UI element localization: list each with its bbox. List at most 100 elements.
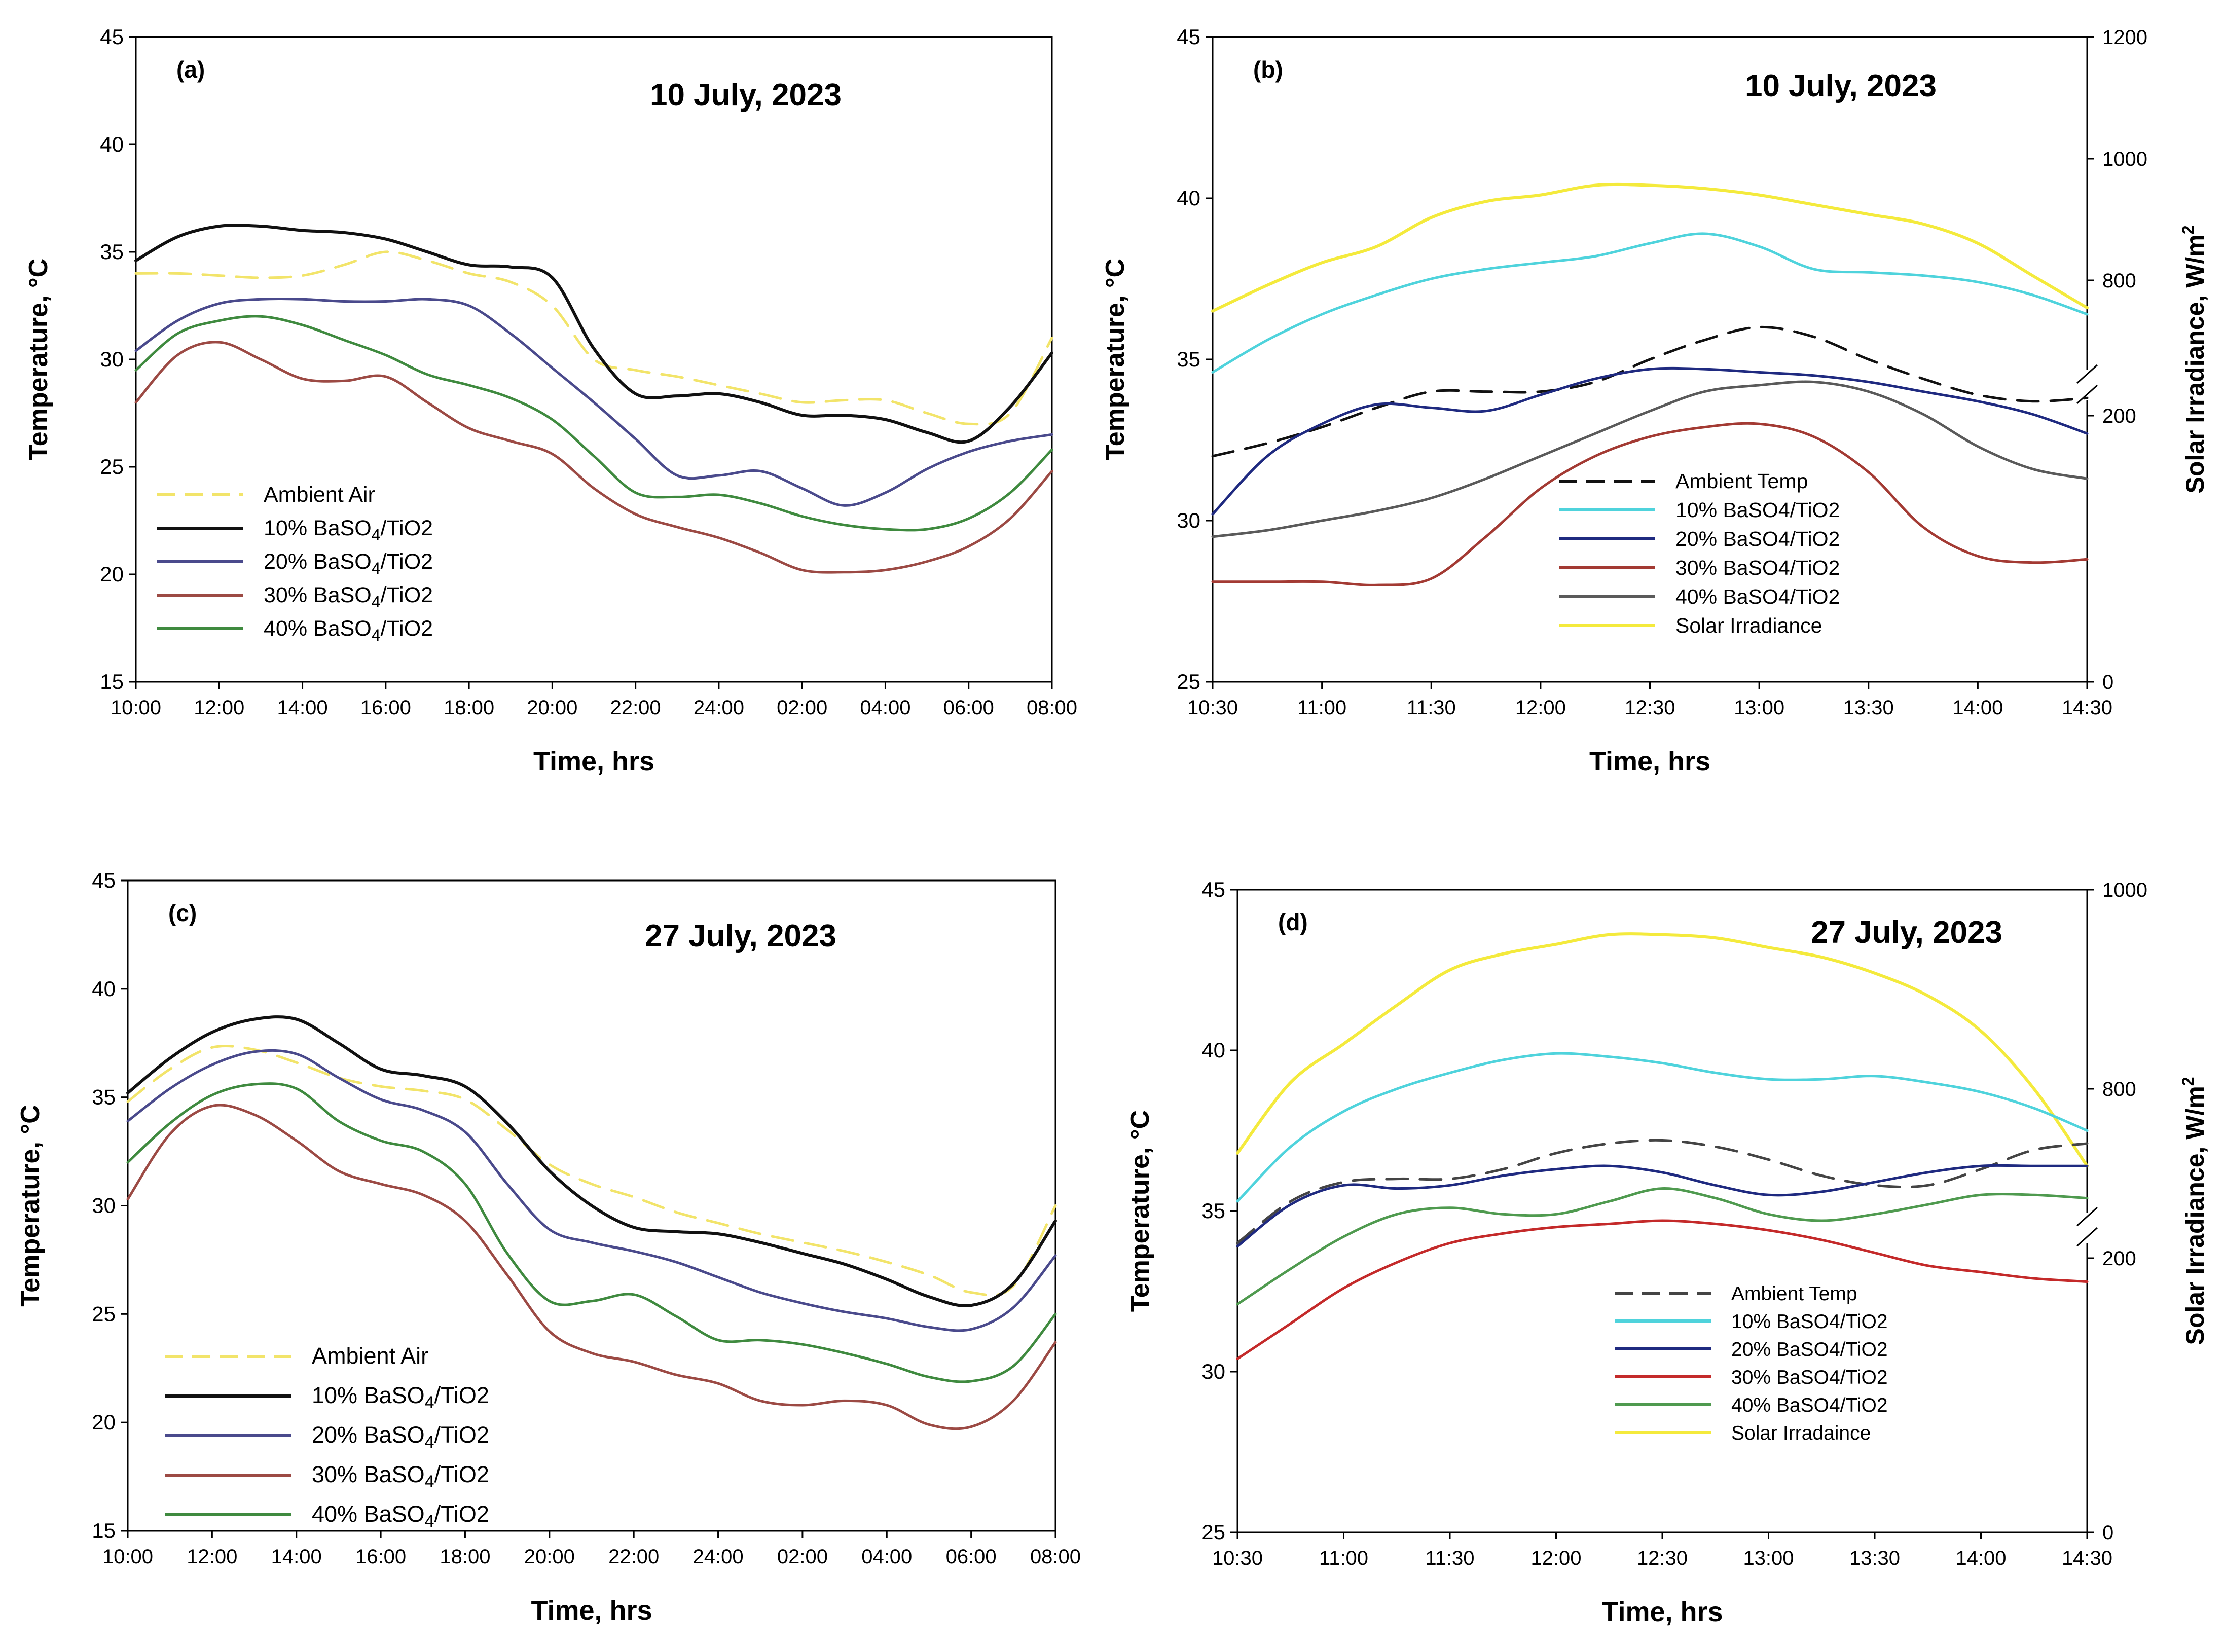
right-tick-label: 0 <box>2102 1522 2113 1544</box>
x-tick-label: 13:30 <box>1843 696 1894 719</box>
panel-d-chart: 25 30 35 40 45 10:30 11:00 11:30 12:00 12:30 13:00… <box>1125 877 2209 1627</box>
x-tick-label: 22:00 <box>610 696 661 719</box>
x-tick-label: 20:00 <box>527 696 577 719</box>
legend-label: 30% BaSO4/TiO2 <box>1675 556 1840 579</box>
legend-label: Solar Irradaince <box>1731 1422 1871 1444</box>
legend-label-tail: /TiO2 <box>434 1422 489 1448</box>
right-tick-label: 1000 <box>2102 148 2147 170</box>
y-tick-label: 40 <box>92 977 116 1001</box>
x-tick-label: 24:00 <box>692 1546 743 1568</box>
x-tick-label: 14:00 <box>271 1546 322 1568</box>
y-tick-label: 25 <box>1201 1520 1225 1544</box>
x-tick-label: 08:00 <box>1027 696 1077 719</box>
legend-label: 30% BaSO4/TiO2 <box>1731 1367 1888 1388</box>
series-line-p40_day_d <box>1236 1187 2089 1306</box>
series-line-p20_night <box>126 1049 1057 1332</box>
series-line-p20_day <box>1236 1164 2089 1248</box>
y-tick-label: 45 <box>100 25 124 49</box>
y-axis-title: Temperature, °C <box>24 259 53 460</box>
legend-label: 20% BaSO4/TiO2 <box>264 549 433 577</box>
panel-b-chart: 25 30 35 40 45 10:30 11:00 11:30 12:00 12:30 13:00… <box>1101 25 2209 777</box>
panel-c-chart: 15 20 25 30 35 40 45 10:00 12:00 14:00 16:00 18:00 2… <box>16 868 1081 1626</box>
right-tick-label: 800 <box>2102 270 2136 292</box>
series-line-ambient <box>134 250 1053 426</box>
axis-break-mark <box>2076 364 2098 384</box>
x-tick-label: 04:00 <box>860 696 910 719</box>
y-tick-label: 35 <box>1177 347 1200 371</box>
axis-break-mark <box>2076 384 2098 405</box>
legend-label: 40% BaSO4/TiO2 <box>1731 1394 1888 1416</box>
x-tick-label: 08:00 <box>1030 1546 1081 1568</box>
y-tick-label: 40 <box>1177 186 1200 210</box>
legend-label-sub: 4 <box>372 559 381 577</box>
date-label: 10 July, 2023 <box>650 78 842 113</box>
y-tick-label: 45 <box>1177 25 1200 49</box>
x-tick-label: 12:00 <box>194 696 244 719</box>
x-tick-label: 12:00 <box>187 1546 237 1568</box>
x-tick-label: 18:00 <box>440 1546 490 1568</box>
x-tick-label: 02:00 <box>777 1546 828 1568</box>
x-tick-label: 14:30 <box>2062 696 2112 719</box>
legend-label: Ambient Temp <box>1675 469 1808 493</box>
x-tick-label: 16:00 <box>355 1546 406 1568</box>
x-tick-label: 12:00 <box>1515 696 1566 719</box>
legend-label: 40% BaSO4/TiO2 <box>1675 585 1840 608</box>
legend-label-tail: /TiO2 <box>434 1382 489 1408</box>
legend-label-sub: 4 <box>372 526 381 544</box>
panel-label: (a) <box>176 56 205 83</box>
series-line-p20_day <box>1211 366 2089 516</box>
x-tick-label: 10:30 <box>1187 696 1238 719</box>
y-axis-title: Temperature, °C <box>1101 259 1130 460</box>
y-tick-label: 45 <box>92 868 116 892</box>
x-axis-title: Time, hrs <box>1589 746 1710 777</box>
x-tick-label: 11:30 <box>1407 696 1456 719</box>
y-tick-label: 40 <box>100 132 124 156</box>
legend-label: 10% BaSO4/TiO2 <box>1731 1311 1888 1333</box>
y-tick-label: 35 <box>92 1085 116 1109</box>
series-line-amb_day_d <box>1236 1139 2089 1244</box>
y-tick-label: 30 <box>1177 508 1200 532</box>
y-tick-label: 15 <box>100 670 124 693</box>
y-axis-title: Temperature, °C <box>1125 1110 1155 1312</box>
x-tick-label: 12:30 <box>1624 696 1675 719</box>
legend-label-tail: /TiO2 <box>381 583 433 607</box>
plot-frame <box>1236 889 2088 1533</box>
date-label: 10 July, 2023 <box>1745 68 1937 103</box>
panel-label: (c) <box>168 900 197 926</box>
series-line-p10_day <box>1236 1052 2089 1203</box>
x-tick-label: 02:00 <box>777 696 827 719</box>
right-axis-title-sup: 2 <box>2179 1077 2197 1086</box>
series-line-p40_night <box>126 1082 1057 1383</box>
legend-label-sub: 4 <box>425 1472 434 1491</box>
panel-a-chart: 15 20 25 30 35 40 45 10:00 12:00 14:00 16:00 18:00 2… <box>24 25 1077 777</box>
x-tick-label: 06:00 <box>946 1546 997 1568</box>
x-tick-label: 24:00 <box>694 696 744 719</box>
legend-label: Ambient Temp <box>1731 1283 1857 1305</box>
legend-label-sub: 4 <box>425 1393 434 1412</box>
y-tick-label: 35 <box>100 240 124 264</box>
right-axis-title: Solar Irradiance, W/m2 <box>2179 1077 2209 1345</box>
x-tick-label: 11:00 <box>1297 696 1346 719</box>
series-line-p10_night <box>134 224 1053 444</box>
y-tick-label: 35 <box>1201 1199 1225 1223</box>
x-tick-label: 14:00 <box>1952 696 2003 719</box>
legend-label-tail: /TiO2 <box>381 616 433 641</box>
right-tick-label: 200 <box>2102 1247 2136 1270</box>
x-axis-title: Time, hrs <box>533 746 654 777</box>
y-axis-title: Temperature, °C <box>16 1105 45 1306</box>
series-line-p30_day_d <box>1236 1219 2089 1361</box>
series-line-p20_night <box>134 297 1053 507</box>
x-axis-title: Time, hrs <box>1601 1597 1723 1627</box>
series-line-solar <box>1236 932 2089 1168</box>
right-tick-label: 1200 <box>2102 26 2147 49</box>
right-axis-title: Solar Irradiance, W/m2 <box>2179 225 2209 493</box>
y-tick-label: 45 <box>1201 877 1225 901</box>
y-tick-label: 15 <box>92 1519 116 1543</box>
legend-label-sub: 4 <box>425 1433 434 1452</box>
x-tick-label: 20:00 <box>524 1546 575 1568</box>
series-line-p40_night <box>134 315 1053 532</box>
legend-label: 30% BaSO4/TiO2 <box>312 1461 489 1491</box>
legend-label: 20% BaSO4/TiO2 <box>1731 1339 1888 1361</box>
x-tick-label: 10:00 <box>111 696 161 719</box>
